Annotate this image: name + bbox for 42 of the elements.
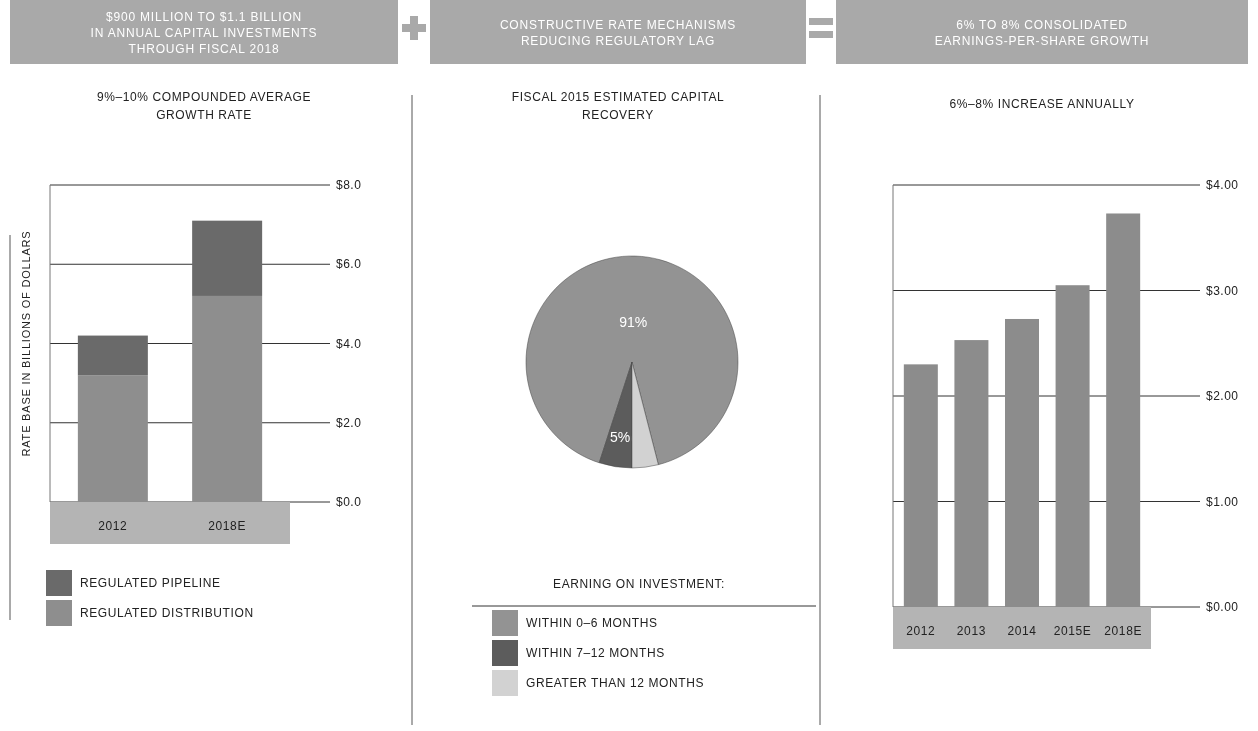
bar (1106, 213, 1141, 607)
bar (1005, 318, 1039, 607)
legend-title: EARNING ON INVESTMENT: (553, 577, 725, 591)
chart-subtitle: FISCAL 2015 ESTIMATED CAPITAL RECOVERY (511, 90, 725, 122)
chart-title: $900 MILLION TO $1.1 BILLION IN ANNUAL CAPITAL INVESTMENTS THROUGH FISCAL 2018 (90, 10, 318, 56)
legend-label: GREATER THAN 12 MONTHS (526, 676, 705, 691)
bar (192, 295, 263, 502)
x-tick-label: 2014 (1007, 624, 1037, 638)
x-tick-label: 2013 (956, 624, 986, 638)
legend-label: WITHIN 7–12 MONTHS (526, 646, 665, 661)
chart-title: 6% TO 8% CONSOLIDATED EARNINGS-PER-SHARE GROWTH (934, 18, 1150, 48)
bar (1055, 285, 1090, 607)
legend-label: REGULATED DISTRIBUTION (80, 606, 254, 621)
y-axis-title: RATE BASE IN BILLIONS OF DOLLARS (20, 230, 32, 457)
data-label: 5% (609, 429, 631, 446)
bar (903, 364, 938, 607)
bar (954, 340, 989, 607)
x-tick-label: 2015E (1053, 624, 1092, 638)
pie-slice (525, 255, 739, 465)
y-tick-label: $8.0 (336, 178, 362, 193)
y-tick-label: $4.0 (336, 336, 362, 351)
y-tick-label: $0.0 (336, 495, 362, 510)
legend-label: WITHIN 0–6 MONTHS (526, 616, 658, 631)
y-tick-label: $0.00 (1206, 600, 1239, 615)
y-tick-label: $2.0 (336, 415, 362, 430)
x-tick-label: 2012 (906, 624, 936, 638)
bar (77, 335, 148, 376)
y-tick-label: $3.00 (1206, 283, 1239, 298)
chart-subtitle: 6%–8% INCREASE ANNUALLY (949, 97, 1135, 111)
chart-title: CONSTRUCTIVE RATE MECHANISMS REDUCING REGULATORY LAG (499, 18, 737, 48)
x-tick-label: 2018E (1104, 624, 1143, 638)
y-tick-label: $2.00 (1206, 389, 1239, 404)
bar (192, 220, 263, 296)
y-tick-label: $4.00 (1206, 178, 1239, 193)
x-tick-label: 2012 (98, 519, 128, 533)
data-label: 91% (619, 313, 648, 330)
x-tick-label: 2018E (208, 519, 246, 533)
y-tick-label: $1.00 (1206, 494, 1239, 509)
chart-subtitle: 9%–10% COMPOUNDED AVERAGE GROWTH RATE (96, 90, 312, 122)
bar (77, 375, 148, 502)
legend-label: REGULATED PIPELINE (80, 576, 221, 591)
y-tick-label: $6.0 (336, 257, 362, 272)
